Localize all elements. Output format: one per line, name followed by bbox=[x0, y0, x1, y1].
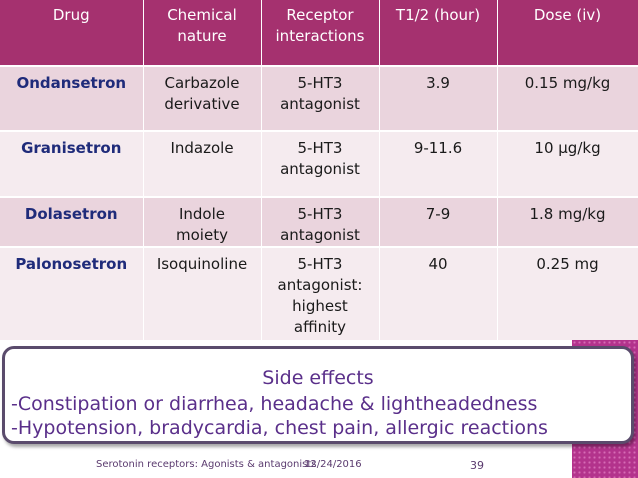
cell-text: highest bbox=[292, 297, 348, 315]
header-drug: Drug bbox=[0, 0, 144, 66]
header-text: Dose (iv) bbox=[533, 6, 602, 24]
side-effects-box: Side effects -Constipation or diarrhea, … bbox=[2, 346, 634, 444]
cell-text: antagonist bbox=[280, 226, 360, 244]
cell-text: moiety bbox=[176, 226, 228, 244]
cell-chemical: Carbazole derivative bbox=[143, 65, 262, 131]
cell-chemical: Indole moiety bbox=[143, 196, 262, 247]
cell-text: antagonist: bbox=[277, 276, 363, 294]
cell-text: antagonist bbox=[280, 160, 360, 178]
cell-drug: Palonosetron bbox=[0, 246, 144, 340]
cell-text: Isoquinoline bbox=[156, 255, 248, 273]
header-dose: Dose (iv) bbox=[497, 0, 638, 66]
cell-half-life: 7-9 bbox=[379, 196, 498, 247]
cell-half-life: 9-11.6 bbox=[379, 130, 498, 197]
cell-receptor: 5-HT3 antagonist: highest affinity bbox=[261, 246, 380, 340]
side-effect-line: -Hypotension, bradycardia, chest pain, a… bbox=[11, 417, 548, 439]
cell-drug: Ondansetron bbox=[0, 65, 144, 131]
cell-half-life: 3.9 bbox=[379, 65, 498, 131]
cell-drug: Dolasetron bbox=[0, 196, 144, 247]
cell-half-life: 40 bbox=[379, 246, 498, 340]
cell-dose: 0.25 mg bbox=[497, 246, 638, 340]
table-row: Dolasetron Indole moiety 5-HT3 antagonis… bbox=[0, 196, 638, 247]
cell-chemical: Indazole bbox=[143, 130, 262, 197]
cell-text: antagonist bbox=[280, 95, 360, 113]
cell-text: 5-HT3 bbox=[297, 205, 343, 223]
cell-text: 5-HT3 bbox=[297, 255, 343, 273]
cell-chemical: Isoquinoline bbox=[143, 246, 262, 340]
cell-text: Indazole bbox=[170, 139, 234, 157]
drug-comparison-table: Drug Chemical nature Receptor interactio… bbox=[0, 0, 638, 340]
table-row: Granisetron Indazole 5-HT3 antagonist 9-… bbox=[0, 130, 638, 197]
cell-drug: Granisetron bbox=[0, 130, 144, 197]
page-number: 39 bbox=[470, 459, 484, 472]
side-effect-line: -Constipation or diarrhea, headache & li… bbox=[11, 393, 538, 415]
footer-date: 12/24/2016 bbox=[304, 459, 362, 470]
table-row: Ondansetron Carbazole derivative 5-HT3 a… bbox=[0, 65, 638, 131]
header-text: interactions bbox=[275, 27, 365, 45]
header-text: nature bbox=[177, 27, 227, 45]
header-receptor-interactions: Receptor interactions bbox=[261, 0, 380, 66]
cell-text: Carbazole bbox=[164, 74, 240, 92]
header-chemical-nature: Chemical nature bbox=[143, 0, 262, 66]
cell-text: 5-HT3 bbox=[297, 139, 343, 157]
side-effects-title: Side effects bbox=[262, 367, 374, 389]
header-half-life: T1/2 (hour) bbox=[379, 0, 498, 66]
header-text: T1/2 (hour) bbox=[395, 6, 481, 24]
cell-dose: 10 µg/kg bbox=[497, 130, 638, 197]
cell-dose: 0.15 mg/kg bbox=[497, 65, 638, 131]
header-text: Drug bbox=[52, 6, 90, 24]
cell-receptor: 5-HT3 antagonist bbox=[261, 130, 380, 197]
cell-text: 5-HT3 bbox=[297, 74, 343, 92]
cell-receptor: 5-HT3 antagonist bbox=[261, 65, 380, 131]
cell-dose: 1.8 mg/kg bbox=[497, 196, 638, 247]
cell-text: derivative bbox=[164, 95, 240, 113]
footer-title: Serotonin receptors: Agonists & antagoni… bbox=[96, 459, 317, 470]
cell-receptor: 5-HT3 antagonist bbox=[261, 196, 380, 247]
table-header-row: Drug Chemical nature Receptor interactio… bbox=[0, 0, 638, 66]
cell-text: affinity bbox=[293, 318, 347, 336]
cell-text: Indole bbox=[178, 205, 226, 223]
header-text: Receptor bbox=[286, 6, 354, 24]
table-row: Palonosetron Isoquinoline 5-HT3 antagoni… bbox=[0, 246, 638, 340]
header-text: Chemical bbox=[167, 6, 237, 24]
